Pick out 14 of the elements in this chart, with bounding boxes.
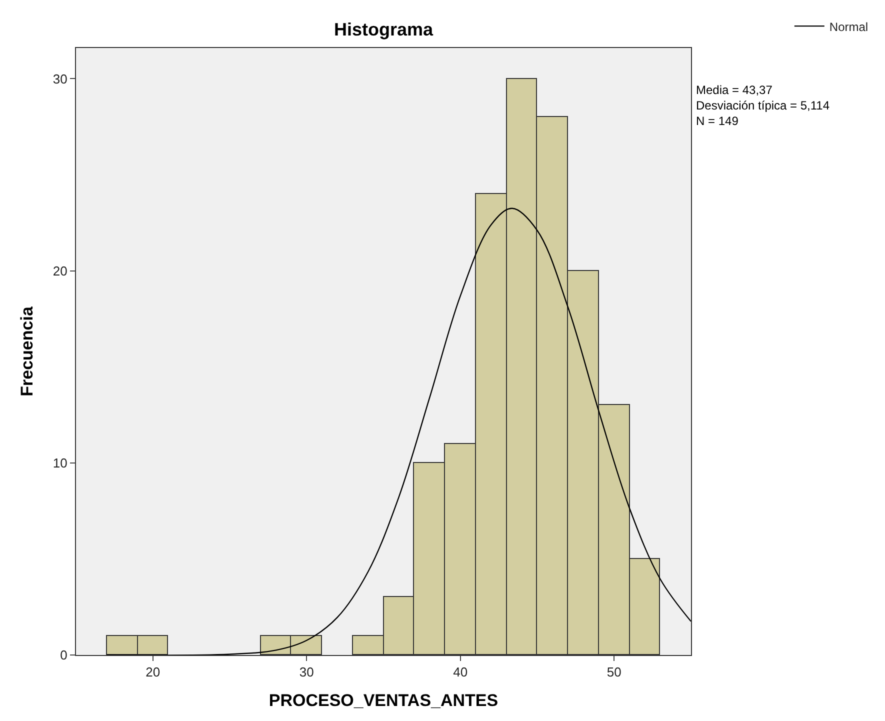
x-tick-label: 20 — [146, 664, 160, 680]
line-series — [106, 208, 691, 655]
x-tick-label: 40 — [453, 664, 468, 680]
x-tick-label: 50 — [606, 664, 622, 680]
chart-title: Histograma — [334, 20, 434, 40]
legend-label: Normal — [829, 20, 868, 34]
y-tick-label: 0 — [60, 648, 68, 663]
y-tick-label: 20 — [52, 263, 68, 278]
y-axis-title: Frecuencia — [17, 306, 36, 396]
x-tick-label: 30 — [299, 664, 314, 680]
y-tick-label: 30 — [52, 71, 68, 86]
text: Media = 43,37 Desviación típica = 5,114 N = 149 — [696, 83, 830, 128]
x-axis-title: PROCESO_VENTAS_ANTES — [268, 691, 498, 710]
y-tick-label: 10 — [52, 455, 68, 470]
